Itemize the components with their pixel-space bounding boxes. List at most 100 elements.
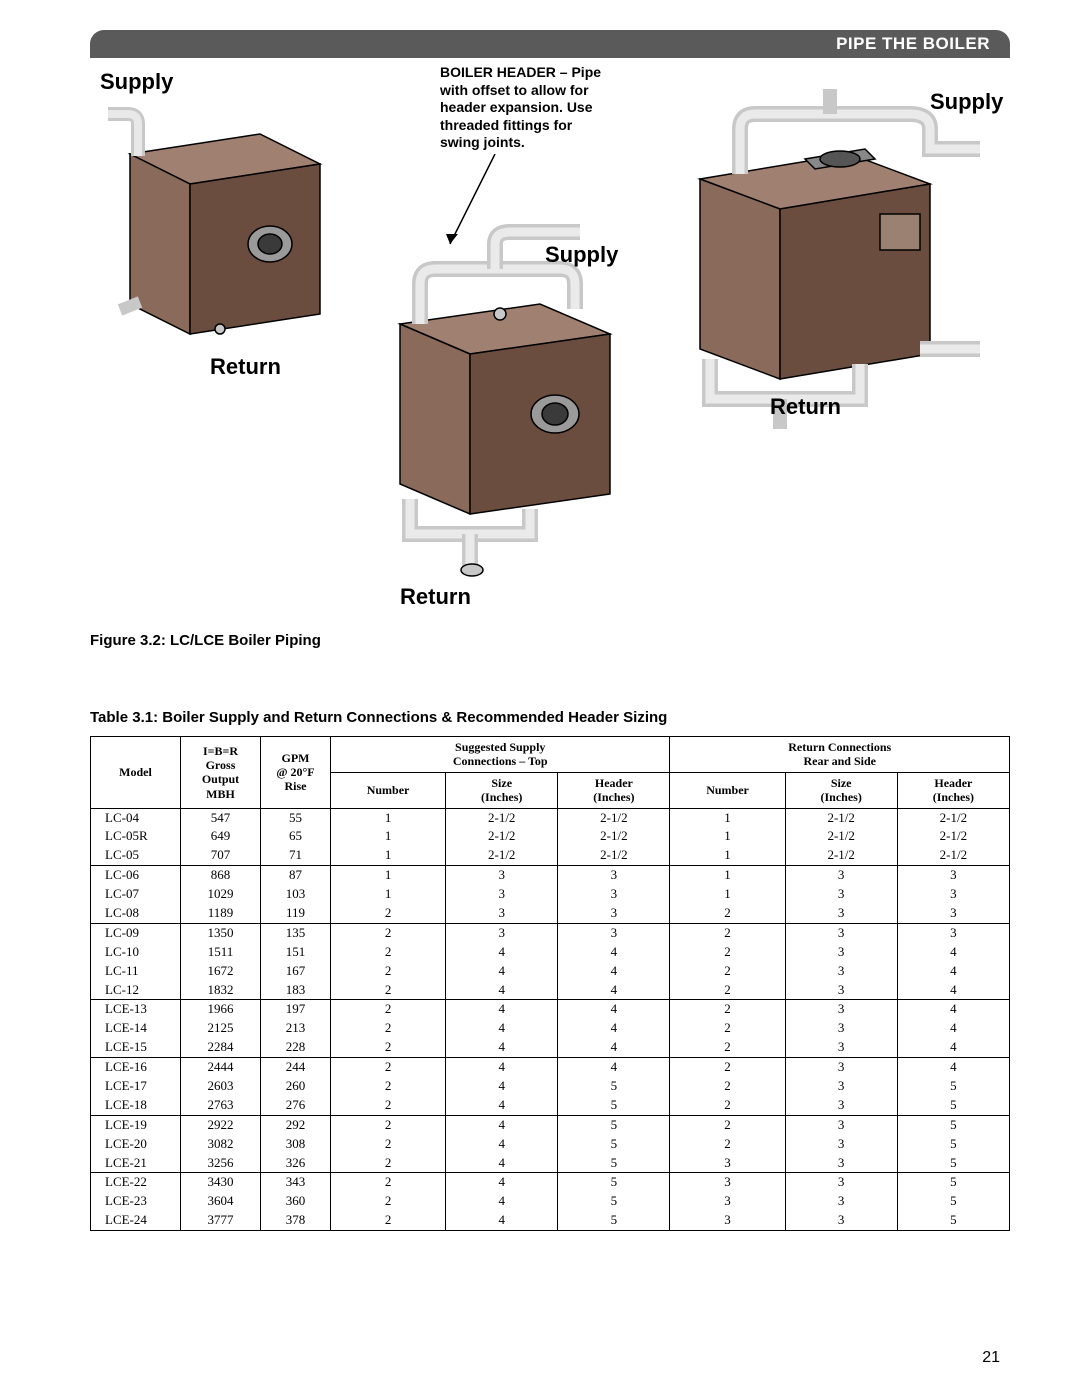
table-row: LC-101511151244234 bbox=[91, 943, 1010, 962]
table-cell: 3 bbox=[670, 1173, 785, 1192]
table-cell: 3 bbox=[785, 923, 897, 942]
table-cell: LC-10 bbox=[91, 943, 181, 962]
table-cell: 2 bbox=[331, 1077, 446, 1096]
table-cell: 1189 bbox=[181, 904, 261, 923]
th-return-header: Header(Inches) bbox=[897, 772, 1009, 808]
table-cell: 2125 bbox=[181, 1019, 261, 1038]
table-cell: 2763 bbox=[181, 1096, 261, 1115]
table-cell: 2 bbox=[331, 1038, 446, 1057]
table-cell: 5 bbox=[558, 1154, 670, 1173]
table-cell: 2 bbox=[331, 1135, 446, 1154]
table-cell: 5 bbox=[558, 1115, 670, 1134]
table-cell: 2 bbox=[331, 904, 446, 923]
table-cell: 65 bbox=[261, 827, 331, 846]
table-cell: 3 bbox=[785, 866, 897, 885]
table-cell: 4 bbox=[558, 981, 670, 1000]
table-cell: LC-05R bbox=[91, 827, 181, 846]
table-cell: 1 bbox=[670, 827, 785, 846]
table-cell: 3 bbox=[446, 866, 558, 885]
table-cell: 3 bbox=[785, 1135, 897, 1154]
table-caption: Table 3.1: Boiler Supply and Return Conn… bbox=[90, 709, 1010, 726]
label-supply-2: Supply bbox=[545, 242, 618, 268]
table-cell: LCE-17 bbox=[91, 1077, 181, 1096]
table-row: LCE-203082308245235 bbox=[91, 1135, 1010, 1154]
table-cell: 5 bbox=[897, 1115, 1009, 1134]
table-cell: 2284 bbox=[181, 1038, 261, 1057]
table-cell: 707 bbox=[181, 846, 261, 865]
table-cell: 2 bbox=[670, 1096, 785, 1115]
table-cell: 5 bbox=[558, 1077, 670, 1096]
table-cell: 360 bbox=[261, 1192, 331, 1211]
table-cell: 4 bbox=[558, 1000, 670, 1019]
table-cell: 1 bbox=[670, 885, 785, 904]
table-cell: 5 bbox=[897, 1192, 1009, 1211]
callout-title: BOILER HEADER – bbox=[440, 64, 568, 80]
table-cell: 5 bbox=[897, 1077, 1009, 1096]
callout-boiler-header: BOILER HEADER – Pipe with offset to allo… bbox=[440, 64, 610, 152]
table-cell: 3256 bbox=[181, 1154, 261, 1173]
section-header-bar: PIPE THE BOILER bbox=[90, 30, 1010, 58]
table-cell: 3 bbox=[785, 1077, 897, 1096]
table-cell: 151 bbox=[261, 943, 331, 962]
th-supply-header: Header(Inches) bbox=[558, 772, 670, 808]
table-cell: 3 bbox=[670, 1192, 785, 1211]
table-cell: 1 bbox=[331, 808, 446, 827]
table-cell: 2 bbox=[331, 1211, 446, 1230]
table-cell: 4 bbox=[446, 1000, 558, 1019]
table-cell: 5 bbox=[558, 1211, 670, 1230]
table-cell: 2-1/2 bbox=[785, 808, 897, 827]
table-cell: 5 bbox=[558, 1096, 670, 1115]
table-cell: LCE-22 bbox=[91, 1173, 181, 1192]
table-cell: 308 bbox=[261, 1135, 331, 1154]
figure-area: Supply Return BOILER HEADER – Pipe with … bbox=[90, 64, 1010, 624]
table-cell: 5 bbox=[897, 1173, 1009, 1192]
table-cell: 4 bbox=[558, 1019, 670, 1038]
table-cell: 5 bbox=[897, 1096, 1009, 1115]
table-cell: 3777 bbox=[181, 1211, 261, 1230]
table-cell: 3 bbox=[785, 1192, 897, 1211]
table-cell: 4 bbox=[446, 1192, 558, 1211]
table-cell: LCE-24 bbox=[91, 1211, 181, 1230]
table-row: LC-071029103133133 bbox=[91, 885, 1010, 904]
table-cell: 3430 bbox=[181, 1173, 261, 1192]
table-cell: 2-1/2 bbox=[897, 846, 1009, 865]
table-cell: 2 bbox=[331, 1058, 446, 1077]
table-cell: LCE-13 bbox=[91, 1000, 181, 1019]
label-return-1: Return bbox=[210, 354, 281, 380]
table-cell: 2-1/2 bbox=[558, 808, 670, 827]
table-cell: 3 bbox=[785, 904, 897, 923]
table-cell: 3 bbox=[558, 923, 670, 942]
table-cell: 3 bbox=[670, 1154, 785, 1173]
table-cell: 4 bbox=[558, 1038, 670, 1057]
table-cell: 167 bbox=[261, 962, 331, 981]
table-cell: 2 bbox=[670, 1135, 785, 1154]
table-cell: 3 bbox=[785, 1000, 897, 1019]
table-cell: 4 bbox=[446, 962, 558, 981]
th-ibr: I=B=R Gross Output MBH bbox=[181, 737, 261, 809]
table-cell: 2 bbox=[670, 1019, 785, 1038]
table-cell: 649 bbox=[181, 827, 261, 846]
table-cell: 2 bbox=[670, 1058, 785, 1077]
table-cell: 3 bbox=[785, 1154, 897, 1173]
table-cell: 71 bbox=[261, 846, 331, 865]
table-cell: 1 bbox=[670, 846, 785, 865]
table-cell: 3 bbox=[785, 1173, 897, 1192]
table-cell: 4 bbox=[558, 962, 670, 981]
table-cell: 4 bbox=[446, 1019, 558, 1038]
table-row: LC-057077112-1/22-1/212-1/22-1/2 bbox=[91, 846, 1010, 865]
table-cell: 3 bbox=[785, 1038, 897, 1057]
table-cell: 3 bbox=[785, 885, 897, 904]
table-cell: 5 bbox=[558, 1192, 670, 1211]
table-cell: 1 bbox=[331, 885, 446, 904]
page-number: 21 bbox=[982, 1349, 1000, 1367]
table-cell: LCE-19 bbox=[91, 1115, 181, 1134]
table-cell: LCE-23 bbox=[91, 1192, 181, 1211]
table-cell: 3 bbox=[670, 1211, 785, 1230]
th-supply-number: Number bbox=[331, 772, 446, 808]
table-row: LC-081189119233233 bbox=[91, 904, 1010, 923]
table-cell: 4 bbox=[897, 981, 1009, 1000]
table-cell: 3 bbox=[785, 962, 897, 981]
table-cell: LC-04 bbox=[91, 808, 181, 827]
table-cell: LCE-16 bbox=[91, 1058, 181, 1077]
boiler-sizing-table: Model I=B=R Gross Output MBH GPM @ 20°F … bbox=[90, 736, 1010, 1231]
